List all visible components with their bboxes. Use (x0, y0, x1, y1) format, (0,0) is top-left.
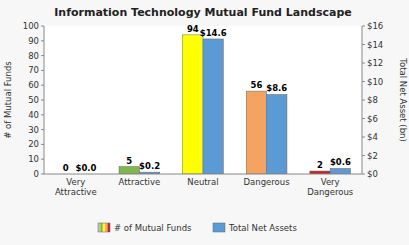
x-tick-label: Neutral (187, 177, 218, 187)
y2-tick (362, 63, 365, 64)
bar (330, 168, 350, 174)
y-tick (41, 100, 44, 101)
y2-tick (362, 174, 365, 175)
bar (119, 167, 139, 174)
y-tick (41, 55, 44, 56)
legend-swatch (213, 223, 225, 232)
y-tick (41, 114, 44, 115)
data-label: $8.6 (266, 83, 287, 93)
y-tick (41, 40, 44, 41)
bar (183, 35, 203, 174)
legend: # of Mutual Funds Total Net Assets (98, 223, 297, 233)
y-tick (41, 144, 44, 145)
y-tick-label: 50 (28, 95, 39, 105)
bar (246, 91, 266, 174)
y2-tick (362, 137, 365, 138)
x-tick-label: VeryDangerous (307, 177, 354, 197)
x-tick-label-line: Dangerous (244, 177, 291, 187)
y2-tick (362, 26, 365, 27)
legend-swatch (98, 223, 100, 232)
bar (203, 39, 223, 174)
y-tick-label: 0 (34, 169, 39, 179)
y2-tick-label: $8 (367, 95, 378, 105)
data-label: $0.6 (330, 157, 351, 167)
y2-tick (362, 81, 365, 82)
x-tick-label-line: Attractive (55, 187, 97, 197)
legend-swatch (100, 223, 102, 232)
y-tick-label: 100 (23, 21, 39, 31)
data-label: $14.6 (200, 28, 227, 38)
y-tick-label: 70 (28, 65, 39, 75)
y-tick-label: 90 (28, 36, 39, 46)
y2-axis-label: Total Net Asset (bn) (398, 57, 408, 142)
data-label: 5 (126, 156, 132, 166)
chart: Information Technology Mutual Fund Lands… (0, 0, 409, 245)
y2-tick (362, 118, 365, 119)
y2-tick (362, 100, 365, 101)
legend-swatch (108, 223, 110, 232)
y2-tick-label: $4 (367, 132, 378, 142)
x-axis (44, 174, 362, 175)
y-tick (41, 26, 44, 27)
bars (119, 35, 351, 174)
data-label: 0 (63, 163, 69, 173)
data-label: 94 (187, 24, 199, 34)
y-tick (41, 129, 44, 130)
y-axis-label: # of Mutual Funds (3, 61, 13, 139)
y-tick-label: 10 (28, 154, 39, 164)
y2-tick (362, 155, 365, 156)
y2-tick-label: $0 (367, 169, 378, 179)
title: Information Technology Mutual Fund Lands… (54, 6, 351, 19)
legend-swatch (103, 223, 105, 232)
x-tick-label-line: Dangerous (307, 187, 354, 197)
legend-swatch (105, 223, 107, 232)
x-tick-label-line: Neutral (187, 177, 218, 187)
y2-tick-label: $14 (367, 40, 383, 50)
x-tick-label-line: Very (66, 177, 85, 187)
x-tick-label: Attractive (119, 177, 161, 187)
legend-label: Total Net Assets (228, 223, 297, 233)
data-label: $0.0 (75, 163, 96, 173)
plot-area (44, 26, 362, 174)
x-tick-label-line: Very (321, 177, 340, 187)
data-label: 2 (317, 160, 323, 170)
y-tick-label: 80 (28, 51, 39, 61)
y-tick-label: 30 (28, 125, 39, 135)
data-label: $0.2 (139, 161, 160, 171)
y-tick (41, 174, 44, 175)
legend-label: # of Mutual Funds (114, 223, 192, 233)
y2-tick-label: $2 (367, 151, 378, 161)
y-tick-label: 20 (28, 139, 39, 149)
y-tick-label: 40 (28, 110, 39, 120)
y-tick-label: 60 (28, 80, 39, 90)
x-tick-label-line: Attractive (119, 177, 161, 187)
bar (267, 94, 287, 174)
data-label: 56 (251, 80, 263, 90)
legend-swatch-border (98, 223, 110, 232)
x-tick-label: VeryAttractive (55, 177, 97, 197)
y2-tick (362, 44, 365, 45)
y2-tick-label: $16 (367, 21, 383, 31)
y2-tick-label: $12 (367, 58, 383, 68)
y2-tick-label: $10 (367, 77, 383, 87)
y-tick (41, 159, 44, 160)
y-tick (41, 85, 44, 86)
y2-tick-label: $6 (367, 114, 378, 124)
y-tick (41, 70, 44, 71)
x-tick-label: Dangerous (244, 177, 291, 187)
